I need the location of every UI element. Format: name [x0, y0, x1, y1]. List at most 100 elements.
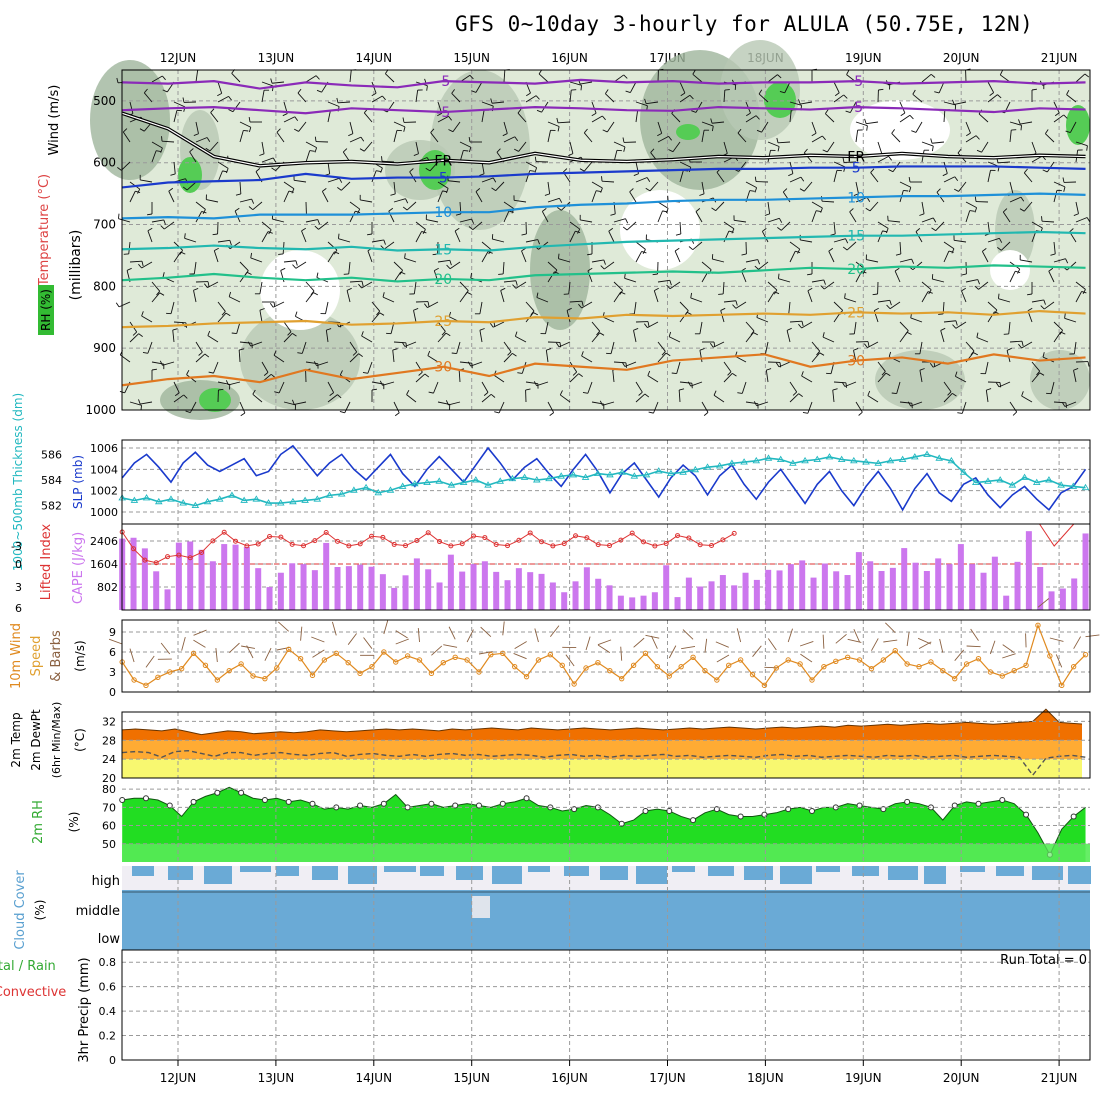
wind-barb-flag — [703, 412, 709, 416]
wind-barb-flag — [599, 332, 605, 336]
wind-barb — [1021, 341, 1033, 349]
thickness-point — [898, 455, 907, 462]
wind-barb-flag — [147, 227, 153, 232]
isotherm-label: 10 — [434, 205, 452, 221]
wind-barb — [940, 330, 945, 343]
wind-barb-flag — [413, 307, 419, 311]
wind-speed-point — [297, 655, 304, 662]
wind-barb — [784, 81, 791, 93]
wind-barb — [456, 341, 461, 354]
wind-barb — [151, 141, 163, 149]
wind-speed-point — [214, 677, 221, 683]
wind-speed-point — [1035, 622, 1041, 629]
wind-barb-flag — [1044, 129, 1049, 134]
wind-barb — [186, 181, 197, 191]
wind-barb — [481, 177, 494, 183]
wind-barb-10m — [597, 644, 611, 654]
rh-point — [1070, 813, 1077, 820]
wind-barb-flag — [418, 371, 423, 376]
wind-barb-flag — [822, 135, 826, 141]
cape-bar — [447, 554, 454, 610]
wind-frame — [121, 619, 1091, 693]
wind-barb-flag — [490, 98, 493, 104]
wind-barb-flag — [1017, 268, 1021, 274]
temp-band-cool — [122, 759, 1090, 778]
wind-barb-10m — [534, 628, 539, 643]
lifted-index-line — [121, 531, 735, 564]
wind-barb — [239, 341, 252, 344]
wind-barb — [867, 395, 879, 403]
wind-barb-flag — [479, 328, 485, 331]
thickness-point — [642, 471, 651, 478]
wind-barb-flag — [425, 167, 431, 172]
thickness-point — [435, 477, 444, 484]
wind-barb — [493, 321, 505, 328]
wind-barb-flag — [1026, 293, 1033, 296]
wind-barb — [767, 217, 780, 223]
wind-barb-flag — [754, 265, 759, 270]
wind-barb-flag — [849, 208, 854, 213]
wind-barb — [348, 261, 351, 274]
wind-barb-flag — [908, 187, 912, 193]
wind-barb-10m — [193, 629, 207, 636]
wind-barb-flag — [455, 213, 461, 216]
wind-speed-point — [952, 675, 958, 682]
wind-barb-flag — [952, 324, 957, 329]
wind-barb-flag — [608, 227, 614, 232]
thickness-point — [801, 456, 809, 464]
wind-barb-flag — [977, 279, 981, 285]
wind-barb — [547, 121, 560, 127]
wind-barb-flag — [251, 198, 255, 204]
wind-barb — [807, 401, 813, 414]
wind-barb — [151, 219, 164, 223]
wind-barb-flag — [908, 176, 911, 183]
thickness-point — [533, 476, 541, 483]
wind-barb-flag — [1048, 267, 1054, 272]
wind-barb — [210, 112, 219, 123]
wind-barb — [141, 315, 153, 323]
cape-bar — [187, 541, 194, 610]
rh-point — [761, 811, 768, 818]
wind-barb-flag — [801, 371, 804, 377]
wind-barb-flag — [654, 287, 659, 291]
wind-barb — [608, 231, 615, 243]
cape-tick-label: 802 — [97, 581, 118, 594]
wind-barb-flag — [699, 193, 705, 196]
wind-barb-flag — [271, 167, 276, 172]
lifted-index-point — [153, 560, 159, 566]
wind-barb — [605, 93, 615, 103]
wind-barb-flag — [671, 372, 677, 374]
isotherm-line — [122, 192, 1086, 220]
wind-barb — [849, 211, 857, 223]
wind-barb — [121, 161, 131, 171]
cloud-high-block — [312, 866, 338, 880]
wind-barb — [626, 221, 637, 231]
wind-barb-flag — [118, 213, 120, 219]
wind-barb-10m — [312, 649, 325, 658]
wind-barb — [558, 341, 571, 348]
wind-barb — [232, 101, 241, 112]
cape-tick-label: 1604 — [90, 558, 118, 571]
wind-barb-flag — [409, 168, 414, 173]
wind-barb-flag — [280, 267, 286, 271]
wind-barb-flag — [846, 69, 850, 75]
wind-barb — [346, 290, 351, 303]
wind-barb — [870, 172, 879, 183]
cape-bar — [1014, 561, 1021, 610]
wind-barb — [965, 341, 975, 352]
wind-speed-point — [737, 657, 744, 663]
wind-barb-flag — [732, 372, 737, 377]
wind-barb — [481, 110, 485, 123]
wind-barb-10m — [682, 629, 694, 640]
lifted-index-tick-label: 3 — [15, 581, 22, 594]
cape-bar — [731, 585, 738, 610]
rh-point — [1023, 811, 1030, 818]
wind-barb — [832, 390, 835, 403]
wind-barb-flag — [604, 89, 609, 94]
rh-point — [475, 802, 482, 809]
wind-barb — [472, 221, 483, 231]
cloud-layer-label: middle — [76, 904, 120, 919]
wind-barb-10m — [181, 637, 186, 651]
wind-barb-flag — [646, 177, 651, 182]
isotherm-label: 10 — [847, 190, 865, 206]
